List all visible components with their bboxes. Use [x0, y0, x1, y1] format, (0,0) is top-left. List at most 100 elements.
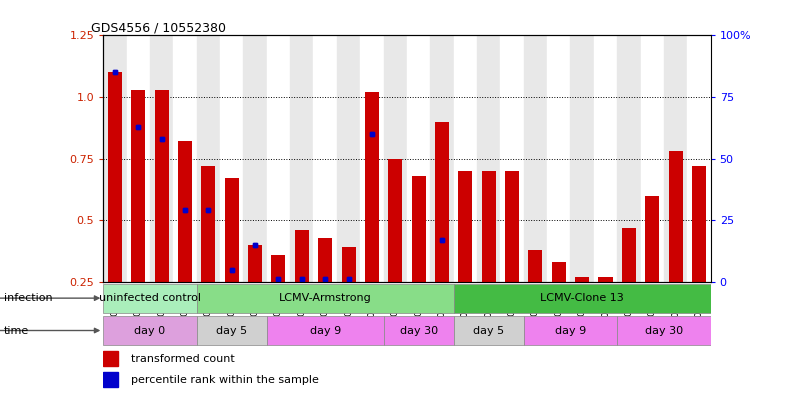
Text: LCMV-Clone 13: LCMV-Clone 13: [540, 293, 624, 303]
Bar: [617, 316, 711, 345]
Bar: [108, 72, 122, 343]
Bar: [594, 35, 617, 282]
Bar: [225, 178, 239, 343]
Bar: [482, 171, 495, 343]
Bar: [248, 245, 262, 343]
Bar: [103, 35, 126, 282]
Bar: [388, 159, 403, 343]
Text: GDS4556 / 10552380: GDS4556 / 10552380: [91, 21, 226, 34]
Bar: [295, 230, 309, 343]
Bar: [552, 262, 566, 343]
Bar: [617, 35, 641, 282]
Bar: [622, 228, 636, 343]
Bar: [575, 277, 589, 343]
Text: day 30: day 30: [399, 325, 437, 336]
Bar: [384, 35, 407, 282]
Bar: [318, 238, 332, 343]
Bar: [599, 277, 612, 343]
Bar: [197, 316, 267, 345]
Bar: [248, 245, 262, 343]
Bar: [365, 92, 379, 343]
Bar: [360, 35, 384, 282]
Bar: [337, 35, 360, 282]
Bar: [220, 35, 244, 282]
Bar: [341, 248, 356, 343]
Bar: [202, 166, 215, 343]
Bar: [458, 171, 472, 343]
Bar: [150, 35, 173, 282]
Text: uninfected control: uninfected control: [99, 293, 201, 303]
Bar: [411, 176, 426, 343]
Bar: [692, 166, 706, 343]
Bar: [453, 35, 477, 282]
Bar: [646, 196, 659, 343]
Bar: [131, 90, 145, 343]
Bar: [267, 35, 290, 282]
Bar: [341, 248, 356, 343]
Text: LCMV-Armstrong: LCMV-Armstrong: [279, 293, 372, 303]
Bar: [318, 238, 332, 343]
Bar: [244, 35, 267, 282]
Bar: [505, 171, 519, 343]
Bar: [664, 35, 688, 282]
Bar: [669, 151, 683, 343]
Bar: [173, 35, 197, 282]
Bar: [103, 372, 118, 387]
Bar: [178, 141, 192, 343]
Bar: [202, 166, 215, 343]
Bar: [126, 35, 150, 282]
Bar: [407, 35, 430, 282]
Bar: [688, 35, 711, 282]
Bar: [524, 35, 547, 282]
Bar: [103, 284, 197, 313]
Bar: [267, 316, 384, 345]
Bar: [384, 316, 453, 345]
Bar: [622, 228, 636, 343]
Bar: [669, 151, 683, 343]
Bar: [570, 35, 594, 282]
Bar: [272, 255, 286, 343]
Text: transformed count: transformed count: [130, 354, 234, 364]
Bar: [458, 171, 472, 343]
Bar: [435, 122, 449, 343]
Bar: [225, 178, 239, 343]
Bar: [453, 316, 524, 345]
Bar: [477, 35, 500, 282]
Bar: [411, 176, 426, 343]
Bar: [575, 277, 589, 343]
Bar: [197, 35, 220, 282]
Text: day 9: day 9: [555, 325, 586, 336]
Text: percentile rank within the sample: percentile rank within the sample: [130, 375, 318, 385]
Bar: [482, 171, 495, 343]
Bar: [365, 92, 379, 343]
Text: day 5: day 5: [216, 325, 247, 336]
Bar: [388, 159, 403, 343]
Bar: [272, 255, 286, 343]
Bar: [103, 351, 118, 366]
Bar: [505, 171, 519, 343]
Bar: [599, 277, 612, 343]
Bar: [131, 90, 145, 343]
Text: day 0: day 0: [134, 325, 165, 336]
Bar: [646, 196, 659, 343]
Text: day 9: day 9: [310, 325, 341, 336]
Bar: [314, 35, 337, 282]
Bar: [528, 250, 542, 343]
Bar: [547, 35, 570, 282]
Bar: [155, 90, 168, 343]
Text: day 30: day 30: [645, 325, 683, 336]
Bar: [178, 141, 192, 343]
Bar: [155, 90, 168, 343]
Bar: [295, 230, 309, 343]
Bar: [108, 72, 122, 343]
Bar: [641, 35, 664, 282]
Bar: [103, 316, 197, 345]
Bar: [430, 35, 453, 282]
Bar: [524, 316, 617, 345]
Text: day 5: day 5: [473, 325, 504, 336]
Bar: [552, 262, 566, 343]
Text: time: time: [4, 325, 29, 336]
Bar: [290, 35, 314, 282]
Bar: [500, 35, 524, 282]
Bar: [528, 250, 542, 343]
